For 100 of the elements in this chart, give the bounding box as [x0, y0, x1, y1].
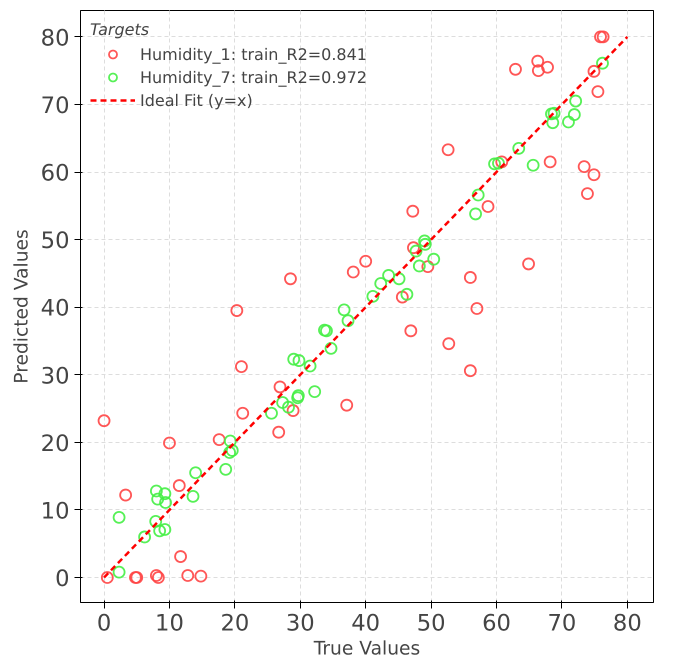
point: [418, 238, 432, 251]
point: [594, 30, 607, 44]
point: [282, 400, 295, 414]
point: [236, 406, 250, 420]
point: [442, 143, 455, 156]
point: [226, 444, 239, 457]
point: [581, 187, 594, 200]
point: [374, 277, 388, 290]
point: [526, 158, 540, 172]
point: [592, 85, 604, 98]
point: [366, 290, 380, 303]
point: [545, 108, 558, 120]
point: [324, 342, 338, 355]
point: [562, 116, 575, 128]
point: [112, 566, 126, 578]
legend-title: Targets: [90, 20, 150, 39]
point: [596, 30, 610, 44]
point: [100, 571, 114, 584]
point: [541, 60, 554, 74]
point: [492, 156, 505, 170]
point: [174, 550, 187, 563]
point: [150, 484, 163, 498]
point: [569, 94, 582, 108]
point: [578, 160, 591, 173]
point: [235, 360, 248, 374]
point: [346, 266, 360, 278]
x-tick-label: 10: [155, 610, 184, 636]
point: [396, 290, 409, 304]
point: [163, 436, 176, 450]
point: [338, 303, 351, 316]
point: [472, 188, 485, 202]
point: [469, 208, 482, 220]
point: [287, 352, 300, 366]
point: [272, 426, 286, 439]
point: [158, 523, 172, 536]
point: [382, 269, 395, 282]
legend-label: Humidity_1: train_R2=0.841: [140, 44, 367, 64]
x-tick-label: 0: [96, 610, 112, 636]
y-tick-label: 0: [55, 566, 70, 592]
legend-label: Humidity_7: train_R2=0.972: [140, 68, 367, 86]
point: [359, 254, 372, 268]
point: [568, 108, 581, 121]
point: [544, 155, 557, 168]
point: [153, 524, 166, 538]
point: [546, 116, 560, 130]
point: [286, 404, 300, 417]
legend-label: Ideal Fit (y=x): [140, 90, 253, 110]
x-tick-label: 50: [416, 610, 446, 636]
y-tick-label: 80: [40, 25, 70, 52]
y-tick-label: 40: [40, 296, 70, 322]
point: [151, 492, 164, 506]
x-axis-title: True Values: [312, 638, 420, 660]
point: [219, 462, 232, 476]
point: [418, 234, 431, 248]
x-tick-label: 20: [220, 610, 250, 636]
point: [98, 414, 110, 428]
point: [464, 271, 477, 284]
point: [392, 272, 406, 286]
point: [186, 490, 200, 503]
y-tick-label: 60: [40, 160, 70, 187]
point: [522, 258, 535, 270]
point: [532, 64, 545, 78]
point: [274, 380, 286, 394]
x-tick-label: 40: [351, 610, 380, 636]
y-tick-label: 70: [40, 92, 70, 119]
point: [482, 200, 494, 213]
point: [531, 54, 544, 68]
point: [194, 570, 208, 583]
point: [181, 569, 194, 582]
point: [308, 385, 322, 398]
point: [342, 314, 354, 328]
point: [119, 488, 132, 502]
point: [172, 479, 186, 492]
y-tick-label: 10: [40, 498, 70, 524]
point: [470, 302, 484, 315]
point: [159, 496, 172, 509]
point: [340, 398, 354, 412]
point: [404, 324, 418, 338]
point: [304, 360, 316, 372]
point: [230, 304, 244, 317]
point: [464, 364, 477, 378]
point: [223, 446, 236, 459]
point: [212, 433, 226, 446]
point: [292, 354, 306, 367]
point: [284, 272, 297, 286]
point: [407, 241, 420, 254]
point: [412, 260, 426, 272]
point: [406, 204, 420, 218]
point: [276, 396, 290, 409]
y-tick-label: 50: [40, 228, 70, 254]
x-tick-label: 80: [612, 610, 642, 636]
point: [112, 510, 126, 524]
x-tick-label: 70: [548, 610, 576, 636]
point: [588, 168, 600, 182]
point: [512, 142, 526, 155]
y-axis-title: Predicted Values: [12, 229, 33, 384]
x-tick-label: 30: [286, 610, 315, 636]
point: [158, 487, 172, 500]
point: [421, 260, 434, 274]
point: [548, 106, 560, 120]
